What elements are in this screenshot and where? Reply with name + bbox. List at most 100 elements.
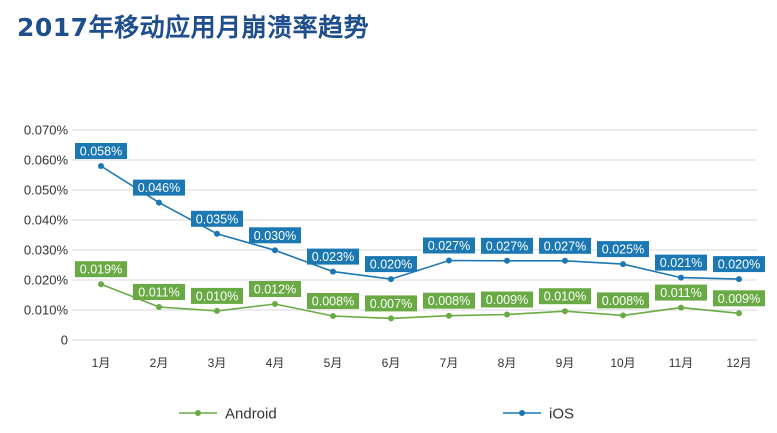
android-data-label: 0.012% bbox=[254, 283, 296, 297]
ios-point bbox=[562, 257, 568, 264]
android-legend-marker bbox=[195, 410, 201, 416]
android-label-box bbox=[365, 295, 417, 312]
x-tick-label: 6月 bbox=[382, 356, 401, 370]
x-tick-label: 11月 bbox=[669, 356, 693, 370]
ios-data-label: 0.027% bbox=[486, 239, 528, 253]
ios-data-label: 0.020% bbox=[718, 258, 760, 272]
android-series-line bbox=[100, 283, 740, 320]
android-label-box bbox=[423, 292, 475, 309]
ios-point bbox=[446, 257, 452, 264]
x-tick-label: 5月 bbox=[324, 356, 343, 370]
ios-label-box bbox=[191, 210, 243, 227]
ios-data-label: 0.020% bbox=[370, 258, 412, 272]
x-tick-label: 10月 bbox=[610, 356, 635, 370]
ios-data-label: 0.058% bbox=[80, 145, 122, 159]
ios-label-box bbox=[365, 256, 417, 273]
android-label-box bbox=[249, 281, 301, 297]
android-label-box bbox=[713, 290, 765, 307]
ios-point bbox=[214, 230, 220, 237]
x-tick-label: 12月 bbox=[726, 356, 751, 370]
android-data-label: 0.011% bbox=[138, 286, 179, 300]
android-point bbox=[620, 312, 626, 319]
android-label-box bbox=[307, 293, 359, 309]
ios-label-box bbox=[423, 237, 475, 254]
ios-point bbox=[504, 257, 510, 264]
y-axis-ticks: 0 0.010% 0.020% 0.030% 0.040% 0.050% 0.060% 0.0… bbox=[24, 123, 69, 348]
android-point bbox=[446, 312, 452, 319]
x-tick-label: 8月 bbox=[498, 356, 517, 370]
android-label-box bbox=[481, 291, 533, 308]
y-tick-label: 0.030% bbox=[24, 243, 69, 258]
ios-data-label: 0.046% bbox=[138, 181, 180, 195]
android-label-box bbox=[597, 292, 649, 309]
x-tick-label: 1月 bbox=[92, 356, 111, 370]
x-tick-label: 9月 bbox=[556, 356, 575, 370]
ios-data-label: 0.025% bbox=[602, 243, 644, 257]
ios-point bbox=[736, 276, 742, 283]
android-label-box bbox=[133, 284, 185, 300]
ios-label-box bbox=[249, 227, 301, 244]
android-data-label: 0.009% bbox=[718, 292, 760, 306]
ios-legend-label[interactable]: iOS bbox=[549, 406, 574, 423]
android-label-box bbox=[191, 287, 243, 304]
x-tick-label: 4月 bbox=[266, 356, 285, 370]
ios-label-box bbox=[481, 237, 533, 254]
ios-data-label: 0.027% bbox=[428, 239, 470, 253]
legend[interactable]: Android iOS bbox=[179, 406, 574, 423]
ios-label-box bbox=[307, 248, 359, 265]
x-tick-label: 2月 bbox=[150, 356, 169, 370]
y-tick-label: 0.040% bbox=[24, 213, 69, 228]
ios-label-box bbox=[713, 256, 765, 273]
data-labels: 0.019% 0.011% 0.010% 0.012% 0.008% 0.007% 0.00… bbox=[75, 143, 765, 312]
y-tick-label: 0.050% bbox=[24, 183, 69, 198]
y-tick-label: 0 bbox=[61, 333, 68, 348]
x-axis-ticks: 1月 2月 3月 4月 5月 6月 7月 8月 9月 10月 11月 12月 bbox=[92, 356, 752, 370]
android-data-label: 0.007% bbox=[370, 297, 412, 311]
android-point bbox=[330, 313, 336, 319]
android-point bbox=[98, 281, 104, 288]
ios-legend-marker bbox=[519, 410, 525, 416]
ios-point bbox=[98, 163, 104, 169]
android-point bbox=[562, 308, 568, 315]
android-data-label: 0.008% bbox=[428, 294, 470, 308]
ios-point bbox=[156, 199, 162, 206]
ios-label-box bbox=[75, 143, 127, 159]
android-point bbox=[678, 304, 684, 311]
android-data-label: 0.008% bbox=[312, 295, 354, 309]
y-tick-label: 0.010% bbox=[24, 303, 69, 318]
android-point bbox=[272, 301, 278, 307]
android-data-label: 0.010% bbox=[196, 289, 238, 303]
ios-data-label: 0.021% bbox=[660, 256, 702, 270]
ios-point bbox=[330, 268, 336, 275]
android-point bbox=[504, 311, 510, 318]
android-label-box bbox=[75, 261, 127, 278]
ios-label-box bbox=[133, 179, 185, 196]
ios-data-label: 0.027% bbox=[544, 239, 586, 253]
ios-data-label: 0.030% bbox=[254, 229, 296, 243]
android-data-label: 0.009% bbox=[486, 293, 528, 307]
x-tick-label: 3月 bbox=[208, 356, 227, 370]
android-point bbox=[736, 310, 742, 317]
ios-point bbox=[678, 274, 684, 281]
android-legend-label[interactable]: Android bbox=[225, 406, 277, 423]
y-tick-label: 0.020% bbox=[24, 273, 69, 288]
android-data-label: 0.008% bbox=[602, 294, 644, 308]
series-lines bbox=[98, 163, 742, 322]
ios-point bbox=[272, 247, 278, 254]
ios-label-box bbox=[539, 237, 591, 254]
android-point bbox=[388, 315, 394, 322]
ios-label-box bbox=[655, 254, 707, 271]
android-point bbox=[156, 304, 162, 310]
y-tick-label: 0.070% bbox=[24, 123, 69, 138]
android-label-box bbox=[655, 284, 707, 301]
chart-title: 2017年移动应用月崩溃率趋势 bbox=[17, 13, 370, 42]
ios-series-line bbox=[100, 165, 740, 280]
android-data-label: 0.011% bbox=[660, 286, 701, 300]
ios-data-label: 0.023% bbox=[312, 250, 354, 264]
y-tick-label: 0.060% bbox=[24, 153, 69, 168]
x-tick-label: 7月 bbox=[440, 356, 459, 370]
ios-point bbox=[620, 261, 626, 268]
ios-label-box bbox=[597, 241, 649, 258]
android-label-box bbox=[539, 288, 591, 305]
